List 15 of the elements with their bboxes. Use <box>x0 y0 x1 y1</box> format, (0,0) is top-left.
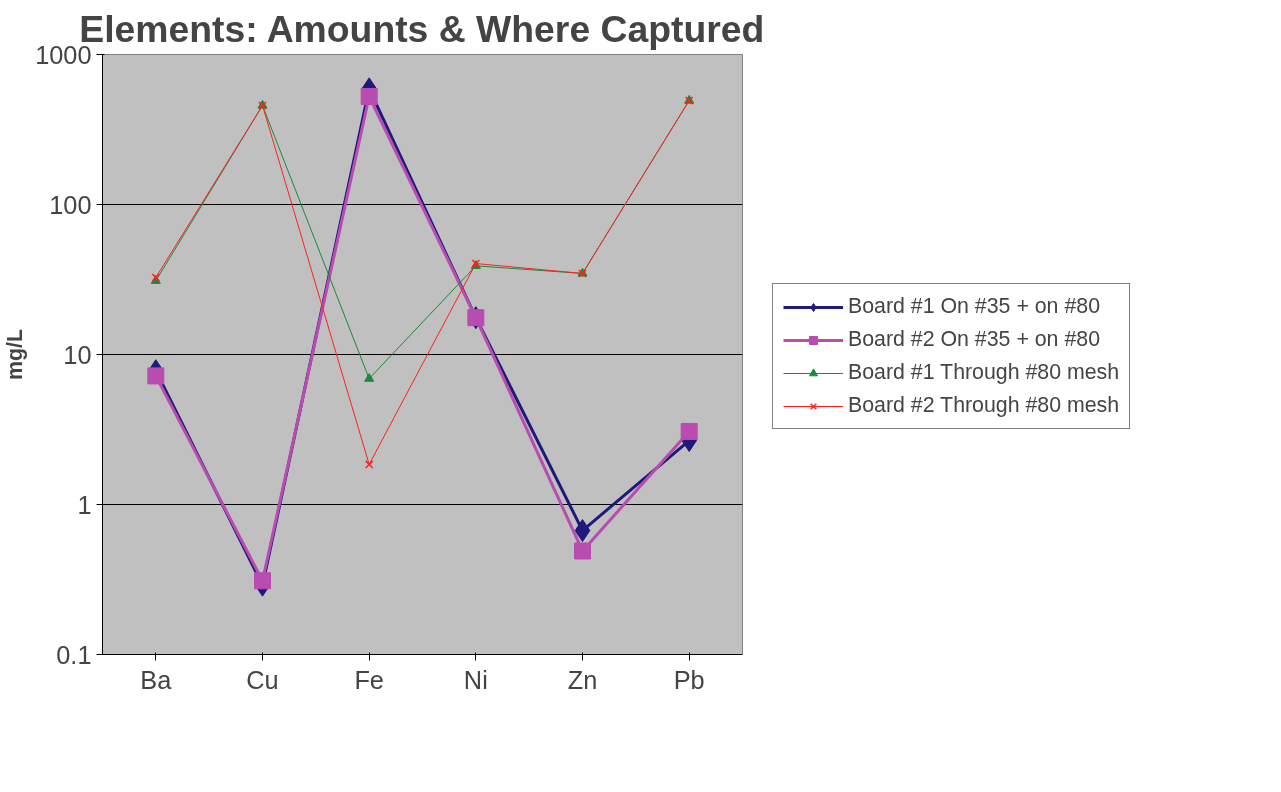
x-tick-label: Ba <box>140 665 173 694</box>
y-tick-label: 1 <box>77 490 92 519</box>
x-tick-label: Fe <box>354 665 384 694</box>
y-tick-label: 0.1 <box>56 640 92 669</box>
legend-label: Board #1 On #35 + on #80 <box>848 294 1100 319</box>
y-axis-title: mg/L <box>3 329 28 380</box>
y-tick-label: 100 <box>49 190 92 219</box>
legend-label: Board #2 Through #80 mesh <box>848 393 1120 418</box>
x-tick-label: Pb <box>673 665 705 694</box>
x-tick-label: Ni <box>463 665 488 694</box>
legend-label: Board #1 Through #80 mesh <box>848 360 1120 385</box>
x-tick-label: Zn <box>567 665 598 694</box>
y-tick-label: 10 <box>63 340 92 369</box>
legend-label: Board #2 On #35 + on #80 <box>848 327 1100 352</box>
x-tick-label: Cu <box>246 665 279 694</box>
